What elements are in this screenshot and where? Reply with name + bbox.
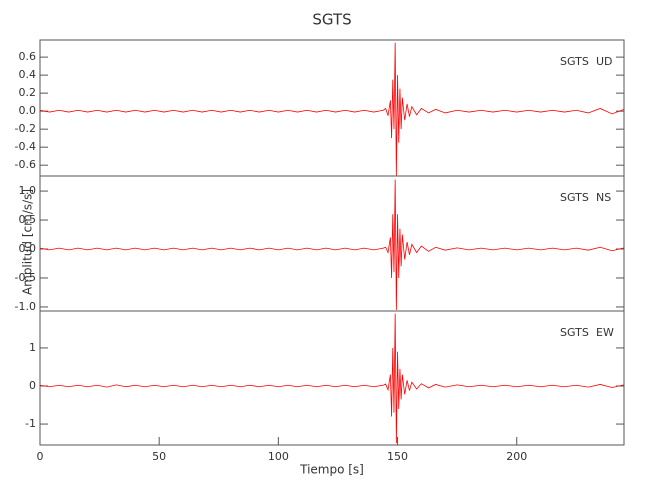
y-tick-label: 1 bbox=[29, 341, 36, 354]
y-axis-label: Amplitud [cm/s/s] bbox=[21, 189, 35, 295]
station-label: SGTS bbox=[560, 55, 589, 68]
x-tick-label: 100 bbox=[268, 450, 289, 463]
y-tick-label: 0.6 bbox=[19, 50, 37, 63]
component-label: EW bbox=[596, 326, 614, 339]
panel-frame bbox=[39, 310, 625, 446]
component-label: NS bbox=[596, 191, 611, 204]
y-tick-label: 0 bbox=[29, 379, 36, 392]
y-tick-label: 0.2 bbox=[19, 86, 37, 99]
x-tick-label: 0 bbox=[37, 450, 44, 463]
y-tick-label: -0.2 bbox=[15, 122, 36, 135]
y-tick-label: 0.0 bbox=[19, 242, 37, 255]
x-axis-label: Tiempo [s] bbox=[299, 463, 364, 477]
y-tick-label: -1.0 bbox=[15, 300, 36, 313]
x-tick-label: 200 bbox=[506, 450, 527, 463]
y-tick-label: 0.4 bbox=[19, 68, 37, 81]
x-tick-label: 50 bbox=[152, 450, 166, 463]
panel-frame bbox=[39, 39, 625, 177]
y-tick-label: 0.5 bbox=[19, 213, 37, 226]
y-tick-label: -0.6 bbox=[15, 158, 36, 171]
y-tick-label: -0.4 bbox=[15, 140, 36, 153]
y-tick-label: -1 bbox=[25, 417, 36, 430]
station-label: SGTS bbox=[560, 191, 589, 204]
y-tick-label: 0.0 bbox=[19, 104, 37, 117]
chart-title: SGTS bbox=[312, 11, 351, 29]
x-tick-label: 150 bbox=[387, 450, 408, 463]
station-label: SGTS bbox=[560, 326, 589, 339]
y-tick-label: -0.5 bbox=[15, 271, 36, 284]
waveform bbox=[39, 179, 625, 310]
component-label: UD bbox=[596, 55, 613, 68]
y-tick-label: 1.0 bbox=[19, 184, 37, 197]
waveform bbox=[39, 42, 625, 177]
waveform bbox=[39, 313, 625, 444]
panel-frame bbox=[39, 175, 625, 312]
